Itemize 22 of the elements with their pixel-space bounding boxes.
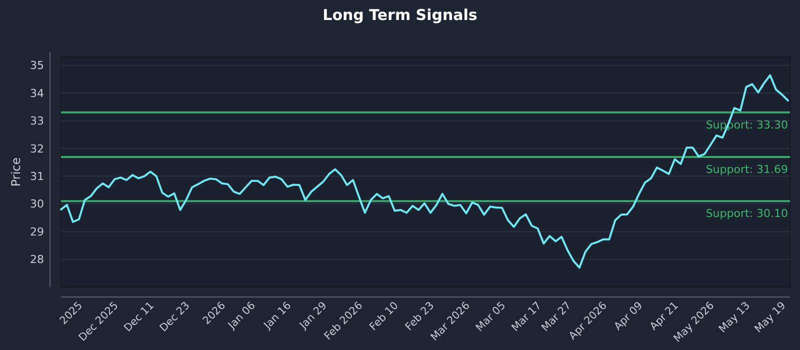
- line-series: [60, 74, 789, 269]
- y-tick-label: 30: [30, 198, 44, 211]
- y-tick-label: 35: [30, 59, 44, 72]
- y-tick-label: 34: [30, 86, 44, 100]
- chart-title: Long Term Signals: [322, 6, 478, 24]
- y-tick-label: 28: [30, 253, 44, 266]
- x-tick-label: Apr 21: [648, 300, 681, 333]
- ref-line-label: Support: 31.69: [706, 163, 788, 176]
- x-tick-label: Dec 23: [158, 300, 192, 334]
- x-tick-label: Feb 10: [367, 300, 401, 334]
- ref-line-label: Support: 30.10: [706, 207, 788, 220]
- x-tick-label: Apr 09: [612, 300, 646, 333]
- x-tick-label: Mar 05: [474, 300, 508, 334]
- y-tick-label: 32: [30, 142, 44, 156]
- y-tick-label: 33: [30, 114, 44, 128]
- x-tick-label: Dec 11: [122, 300, 157, 334]
- y-tick-label: 31: [30, 170, 44, 184]
- y-tick-label: 29: [30, 225, 44, 238]
- x-tick-label: Jan 29: [296, 300, 330, 332]
- x-tick-label: Jan 06: [225, 299, 258, 332]
- y-axis-title: Price: [9, 157, 23, 187]
- x-tick-label: Jan 16: [261, 299, 294, 332]
